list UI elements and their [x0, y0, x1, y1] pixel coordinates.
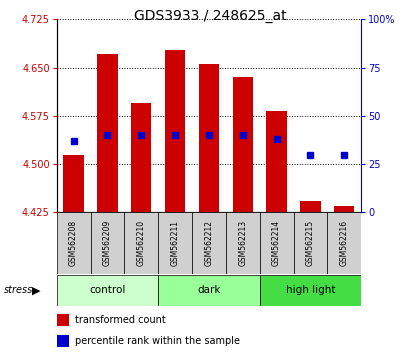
Bar: [158, 275, 260, 306]
Bar: [334, 206, 354, 212]
Bar: [327, 212, 361, 274]
Text: stress: stress: [4, 285, 34, 295]
Bar: [192, 212, 226, 274]
Bar: [91, 212, 124, 274]
Bar: [260, 275, 361, 306]
Text: control: control: [89, 285, 126, 295]
Text: GDS3933 / 248625_at: GDS3933 / 248625_at: [134, 9, 286, 23]
Bar: [300, 201, 320, 212]
Bar: [124, 212, 158, 274]
Bar: [131, 103, 152, 212]
Bar: [226, 212, 260, 274]
Text: high light: high light: [286, 285, 335, 295]
Text: percentile rank within the sample: percentile rank within the sample: [75, 336, 240, 346]
Bar: [63, 154, 84, 212]
Bar: [294, 212, 327, 274]
Bar: [260, 212, 294, 274]
Bar: [266, 112, 287, 212]
Bar: [57, 212, 91, 274]
Text: GSM562211: GSM562211: [171, 221, 180, 266]
Bar: [233, 77, 253, 212]
Text: GSM562209: GSM562209: [103, 220, 112, 267]
Text: dark: dark: [197, 285, 220, 295]
Bar: [158, 212, 192, 274]
Text: GSM562212: GSM562212: [205, 221, 213, 266]
Text: GSM562215: GSM562215: [306, 220, 315, 267]
Bar: [57, 314, 69, 326]
Bar: [97, 53, 118, 212]
Text: GSM562208: GSM562208: [69, 220, 78, 267]
Text: GSM562213: GSM562213: [238, 220, 247, 267]
Text: ▶: ▶: [32, 285, 40, 295]
Bar: [57, 275, 158, 306]
Text: GSM562214: GSM562214: [272, 220, 281, 267]
Bar: [165, 50, 185, 212]
Text: transformed count: transformed count: [75, 315, 166, 325]
Text: GSM562210: GSM562210: [137, 220, 146, 267]
Text: GSM562216: GSM562216: [340, 220, 349, 267]
Bar: [57, 335, 69, 347]
Bar: [199, 64, 219, 212]
